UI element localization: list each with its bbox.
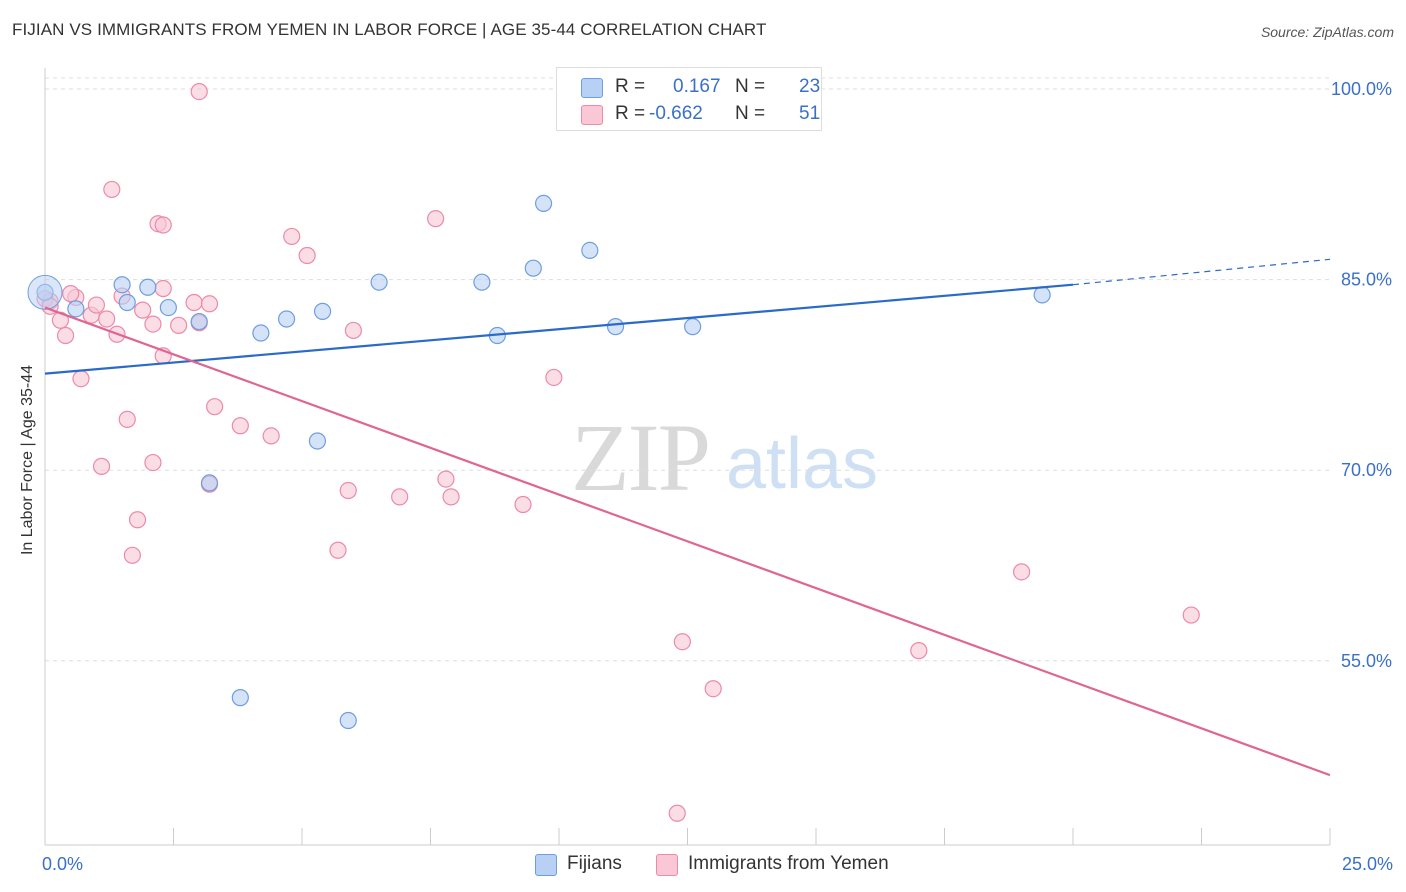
- yemen-point: [298, 246, 316, 265]
- legend-r-value: -0.662: [649, 103, 703, 124]
- fijian-point: [473, 273, 491, 291]
- fijian-point: [118, 293, 136, 312]
- fijians-trend-line: [44, 283, 1074, 375]
- fijian-point: [606, 318, 625, 336]
- fijian-point: [339, 711, 357, 730]
- yemen-point: [231, 417, 249, 435]
- yemen-point: [206, 398, 224, 416]
- yemen-point: [98, 310, 116, 328]
- fijian-point: [139, 278, 157, 296]
- yemen-point: [427, 210, 445, 228]
- fijian-point: [200, 474, 219, 492]
- yemen-point: [87, 296, 106, 314]
- yemen-point: [154, 279, 172, 298]
- yemen-point: [134, 301, 152, 319]
- y-tick-label: 70.0%: [1341, 460, 1392, 480]
- fijian-point: [113, 276, 131, 294]
- fijian-point: [370, 273, 388, 291]
- fijian-point: [277, 310, 296, 328]
- fijian-point: [1033, 286, 1051, 304]
- yemen-point: [62, 285, 80, 303]
- yemen-point: [1012, 563, 1031, 581]
- yemen-point: [154, 216, 172, 234]
- yemen-point: [144, 453, 162, 472]
- legend-r-label: R =: [615, 103, 646, 124]
- legend-n-label: N =: [735, 103, 766, 124]
- legend-r-value: 0.167: [673, 76, 721, 97]
- yemen-point: [704, 680, 722, 698]
- yemen-point: [123, 546, 141, 564]
- yemen-point: [185, 293, 203, 312]
- yemen-point: [545, 368, 563, 387]
- yemen-point: [339, 481, 357, 500]
- yemen-point: [56, 326, 75, 345]
- yemen-point: [72, 370, 90, 388]
- watermark-zip: ZIP: [571, 404, 709, 511]
- fijians-swatch: [581, 78, 603, 98]
- fijian-point: [67, 300, 85, 318]
- yemen-trend-line: [44, 306, 1331, 777]
- y-tick-label: 85.0%: [1341, 270, 1392, 290]
- yemen-point: [128, 511, 147, 529]
- x-tick-label: 0.0%: [42, 854, 83, 874]
- yemen-point: [442, 488, 460, 506]
- yemen-point: [910, 642, 928, 660]
- fijian-point: [534, 194, 553, 213]
- chart-title: FIJIAN VS IMMIGRANTS FROM YEMEN IN LABOR…: [12, 20, 767, 39]
- fijian-point: [252, 324, 270, 342]
- yemen-point: [118, 410, 136, 428]
- y-tick-label: 55.0%: [1341, 651, 1392, 671]
- yemen-point: [437, 470, 455, 488]
- yemen-point: [329, 541, 347, 559]
- yemen-point: [262, 427, 280, 445]
- legend-n-value: 51: [799, 103, 821, 124]
- yemen-point: [391, 488, 409, 506]
- yemen-point: [668, 804, 686, 822]
- x-tick-label: 25.0%: [1342, 854, 1393, 874]
- fijian-point: [159, 298, 177, 317]
- fijians-legend-swatch: [535, 854, 557, 876]
- correlation-legend: R = 0.167 N = 23 R = -0.662 N = 51: [556, 67, 822, 131]
- yemen-point: [283, 227, 301, 246]
- fijian-point: [231, 689, 249, 707]
- yemen-point: [92, 457, 111, 475]
- yemen-point: [673, 633, 691, 651]
- fijian-point: [313, 302, 332, 320]
- yemen-point: [170, 316, 188, 334]
- yemen-legend-label: Immigrants from Yemen: [688, 853, 889, 874]
- watermark-atlas: atlas: [726, 424, 878, 504]
- fijians-legend-label: Fijians: [567, 853, 622, 874]
- fijian-point: [684, 318, 702, 336]
- yemen-point: [144, 315, 162, 333]
- yemen-point: [190, 82, 208, 101]
- y-axis-label: In Labor Force | Age 35-44: [19, 364, 36, 556]
- yemen-point: [344, 321, 362, 340]
- fijians-trend-extension: [1072, 258, 1331, 286]
- yemen-point: [1182, 606, 1200, 624]
- yemen-swatch: [581, 105, 603, 125]
- yemen-point: [514, 495, 532, 514]
- fijian-cluster-point: [27, 274, 63, 310]
- source-label: Source: ZipAtlas.com: [1260, 24, 1394, 40]
- legend-n-label: N =: [735, 76, 766, 97]
- yemen-point: [200, 295, 219, 313]
- fijian-point: [581, 241, 599, 260]
- fijian-point: [308, 432, 327, 450]
- legend-r-label: R =: [615, 76, 646, 97]
- fijian-point: [524, 259, 542, 277]
- y-tick-label: 100.0%: [1331, 79, 1392, 99]
- yemen-legend-swatch: [656, 854, 678, 876]
- yemen-point: [103, 180, 121, 199]
- fijian-point: [190, 312, 208, 331]
- legend-n-value: 23: [799, 76, 821, 97]
